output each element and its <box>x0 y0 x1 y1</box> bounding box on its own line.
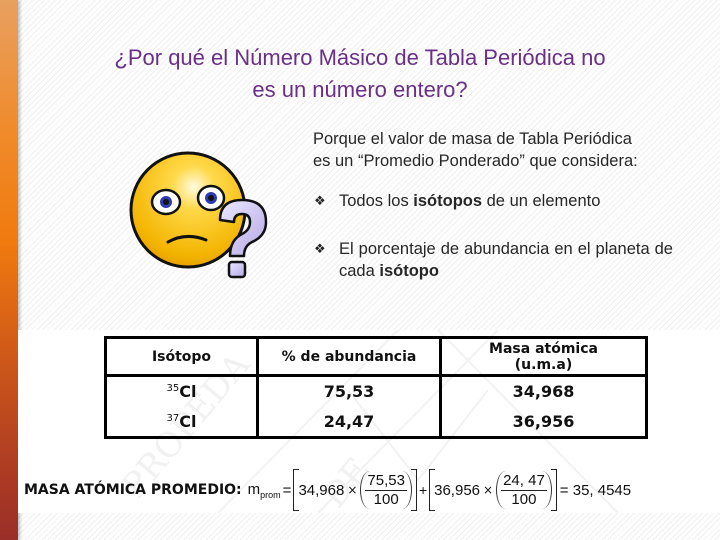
element-symbol: Cl <box>179 411 197 431</box>
header-abundance: % de abundancia <box>256 336 442 377</box>
times-sign: × <box>483 483 494 497</box>
confused-smiley-icon <box>128 148 278 288</box>
formula-label: MASA ATÓMICA PROMEDIO: <box>24 482 242 498</box>
atomic-mass-cell: 34,968 <box>439 374 648 407</box>
term-1-fraction-paren: 75,53 100 <box>360 471 412 509</box>
explanation-line-1: Porque el valor de masa de Tabla Periódi… <box>313 130 632 148</box>
element-symbol: Cl <box>179 382 197 402</box>
formula-variable: mprom <box>248 481 281 500</box>
title-line-1: ¿Por qué el Número Másico de Tabla Perió… <box>114 45 606 70</box>
atomic-mass-cell: 36,956 <box>439 406 648 439</box>
header-atomic-mass-unit: (u.m.a) <box>514 356 573 373</box>
accent-bar <box>0 0 18 540</box>
header-isotope: Isótopo <box>104 336 259 377</box>
bullet-item: ❖ El porcentaje de abundancia en el plan… <box>313 238 673 282</box>
formula-result: = 35, 4545 <box>559 481 632 499</box>
times-sign: × <box>347 483 358 497</box>
equals-sign: = <box>282 481 292 499</box>
term-2-fraction-paren: 24, 47 100 <box>496 471 552 509</box>
bullet-list: ❖ Todos los isótopos de un elemento ❖ El… <box>313 190 673 308</box>
term-1-bracket: 34,968 × 75,53 100 <box>293 469 417 511</box>
bullet-text-bold: isótopo <box>379 262 439 280</box>
explanation-text: Porque el valor de masa de Tabla Periódi… <box>313 128 673 172</box>
bullet-text-post: de un elemento <box>482 192 601 210</box>
variable-symbol: m <box>247 480 261 498</box>
isotope-cell: 37Cl <box>104 406 259 439</box>
header-atomic-mass-line1: Masa atómica <box>489 340 598 357</box>
term-2-fraction: 24, 47 100 <box>501 471 547 508</box>
abundance-cell: 24,47 <box>256 406 442 439</box>
isotope-table: Isótopo % de abundancia Masa atómica (u.… <box>104 336 648 439</box>
bullet-text-pre: Todos los <box>339 192 414 210</box>
isotope-cell: 35Cl <box>104 374 259 407</box>
diamond-bullet-icon: ❖ <box>314 241 326 256</box>
isotope-figure: PROPEDA DE Isótopo % de abundancia Masa … <box>18 330 720 513</box>
table-row: 35Cl 75,53 34,968 <box>104 374 648 407</box>
header-atomic-mass: Masa atómica (u.m.a) <box>439 336 648 377</box>
abundance-cell: 75,53 <box>256 374 442 407</box>
variable-subscript: prom <box>260 489 281 500</box>
slide-title: ¿Por qué el Número Másico de Tabla Perió… <box>40 42 680 106</box>
term-1-mass: 34,968 <box>298 481 345 499</box>
mass-number: 37 <box>166 412 180 424</box>
bullet-text: El porcentaje de abundancia en el planet… <box>339 238 673 282</box>
bullet-text-bold: isótopos <box>413 192 483 210</box>
term-1-denominator: 100 <box>373 490 399 508</box>
title-line-2: es un número entero? <box>252 77 468 102</box>
bullet-text: Todos los isótopos de un elemento <box>339 190 673 212</box>
bullet-item: ❖ Todos los isótopos de un elemento <box>313 190 673 212</box>
table-row: 37Cl 24,47 36,956 <box>104 406 648 439</box>
term-2-mass: 36,956 <box>434 481 481 499</box>
term-2-denominator: 100 <box>511 490 537 508</box>
explanation-line-2: es un “Promedio Ponderado” que considera… <box>313 152 638 170</box>
average-mass-formula: MASA ATÓMICA PROMEDIO: mprom = 34,968 × … <box>24 468 720 512</box>
term-1-fraction: 75,53 100 <box>365 471 407 508</box>
term-2-numerator: 24, 47 <box>501 471 547 491</box>
bullet-text-pre: El porcentaje de abundancia en el planet… <box>339 240 673 280</box>
plus-sign: + <box>418 482 428 498</box>
term-2-bracket: 36,956 × 24, 47 100 <box>429 469 557 511</box>
term-1-numerator: 75,53 <box>365 471 407 491</box>
diamond-bullet-icon: ❖ <box>314 193 326 208</box>
mass-number: 35 <box>166 383 180 395</box>
